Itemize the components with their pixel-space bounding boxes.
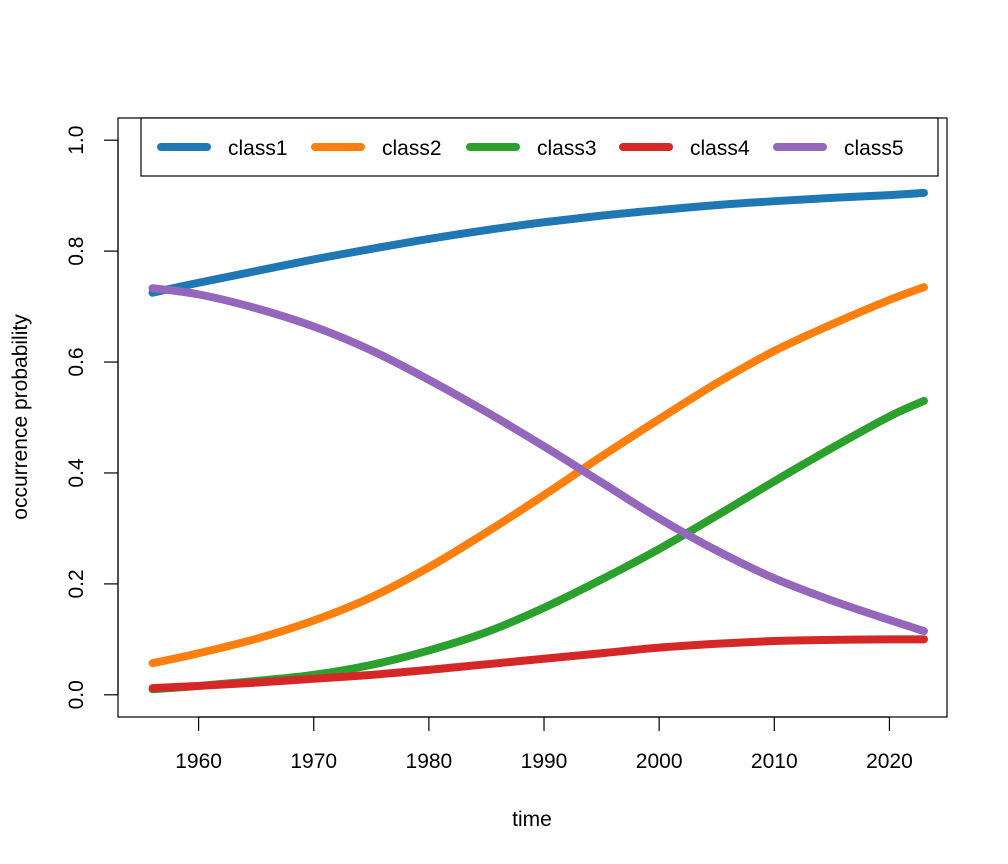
plot-frame bbox=[117, 117, 948, 718]
legend-label: class3 bbox=[537, 137, 597, 160]
legend-label: class5 bbox=[844, 137, 904, 160]
legend-item-class2: class2 bbox=[311, 137, 442, 160]
legend-label: class1 bbox=[228, 137, 288, 160]
y-tick-label: 1.0 bbox=[65, 126, 88, 155]
series-line-class2 bbox=[148, 283, 928, 668]
legend-item-class5: class5 bbox=[773, 137, 904, 160]
x-tick-label: 2020 bbox=[866, 750, 913, 773]
y-axis: 0.0 0.2 0.4 0.6 0.8 1.0 bbox=[65, 126, 119, 709]
legend-label: class2 bbox=[382, 137, 442, 160]
series-line-class5 bbox=[148, 284, 928, 636]
x-axis: 1960 1970 1980 1990 2000 2010 2020 bbox=[175, 716, 913, 773]
y-tick-label: 0.0 bbox=[65, 680, 88, 709]
y-tick-label: 0.6 bbox=[65, 347, 88, 376]
x-tick-label: 2000 bbox=[636, 750, 683, 773]
x-tick-label: 1980 bbox=[406, 750, 453, 773]
series-line-class4 bbox=[148, 635, 928, 693]
legend: class1 class2 class3 class4 class5 bbox=[140, 117, 939, 177]
x-tick-label: 1990 bbox=[521, 750, 568, 773]
x-tick-label: 1960 bbox=[175, 750, 222, 773]
y-axis-title: occurrence probability bbox=[9, 314, 32, 520]
y-tick-label: 0.8 bbox=[65, 237, 88, 266]
x-axis-title: time bbox=[512, 808, 552, 831]
y-tick-label: 0.4 bbox=[65, 458, 88, 488]
legend-item-class1: class1 bbox=[157, 137, 288, 160]
legend-item-class3: class3 bbox=[466, 137, 597, 160]
series-layer bbox=[148, 188, 928, 694]
legend-item-class4: class4 bbox=[619, 137, 750, 160]
legend-label: class4 bbox=[690, 137, 750, 160]
x-tick-label: 1970 bbox=[290, 750, 337, 773]
series-line-class1 bbox=[148, 188, 928, 297]
x-tick-label: 2010 bbox=[751, 750, 798, 773]
y-tick-label: 0.2 bbox=[65, 569, 88, 598]
